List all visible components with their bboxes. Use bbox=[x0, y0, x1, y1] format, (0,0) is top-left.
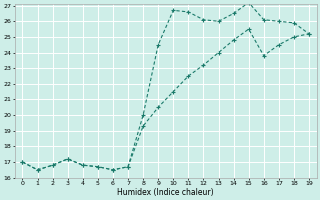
X-axis label: Humidex (Indice chaleur): Humidex (Indice chaleur) bbox=[117, 188, 214, 197]
